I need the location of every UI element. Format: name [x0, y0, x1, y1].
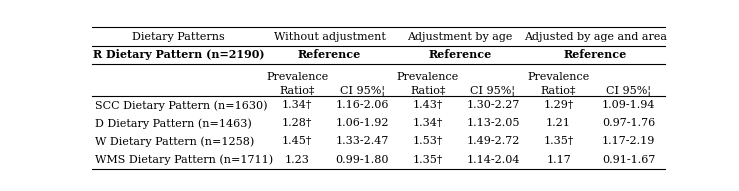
- Text: Without adjustment: Without adjustment: [273, 32, 386, 41]
- Text: Ratio‡: Ratio‡: [541, 86, 576, 96]
- Text: 1.16-2.06: 1.16-2.06: [336, 100, 389, 110]
- Text: SCC Dietary Pattern (n=1630): SCC Dietary Pattern (n=1630): [95, 100, 268, 111]
- Text: D Dietary Pattern (n=1463): D Dietary Pattern (n=1463): [95, 118, 251, 129]
- Text: Reference: Reference: [564, 49, 627, 60]
- Text: 1.06-1.92: 1.06-1.92: [336, 118, 389, 129]
- Text: Adjusted by age and area: Adjusted by age and area: [524, 32, 667, 41]
- Text: 1.34†: 1.34†: [412, 118, 443, 129]
- Text: W Dietary Pattern (n=1258): W Dietary Pattern (n=1258): [95, 136, 254, 147]
- Text: 0.99-1.80: 0.99-1.80: [336, 155, 389, 164]
- Text: R Dietary Pattern (n=2190): R Dietary Pattern (n=2190): [92, 49, 264, 60]
- Text: 1.14-2.04: 1.14-2.04: [466, 155, 520, 164]
- Text: Ratio‡: Ratio‡: [279, 86, 315, 96]
- Text: CI 95%¦: CI 95%¦: [606, 86, 651, 96]
- Text: 1.49-2.72: 1.49-2.72: [466, 137, 520, 146]
- Text: CI 95%¦: CI 95%¦: [471, 86, 516, 96]
- Text: Dietary Patterns: Dietary Patterns: [132, 32, 225, 41]
- Text: 1.53†: 1.53†: [412, 137, 443, 146]
- Text: 1.17-2.19: 1.17-2.19: [602, 137, 655, 146]
- Text: 1.34†: 1.34†: [282, 100, 313, 110]
- Text: 1.33-2.47: 1.33-2.47: [336, 137, 389, 146]
- Text: Prevalence: Prevalence: [528, 72, 590, 82]
- Text: Prevalence: Prevalence: [266, 72, 328, 82]
- Text: Prevalence: Prevalence: [397, 72, 459, 82]
- Text: Reference: Reference: [298, 49, 361, 60]
- Text: 0.97-1.76: 0.97-1.76: [602, 118, 655, 129]
- Text: 1.35†: 1.35†: [412, 155, 443, 164]
- Text: 1.30-2.27: 1.30-2.27: [466, 100, 520, 110]
- Text: WMS Dietary Pattern (n=1711): WMS Dietary Pattern (n=1711): [95, 154, 273, 165]
- Text: Adjustment by age: Adjustment by age: [407, 32, 513, 41]
- Text: 1.29†: 1.29†: [543, 100, 573, 110]
- Text: CI 95%¦: CI 95%¦: [340, 86, 385, 96]
- Text: Ratio‡: Ratio‡: [410, 86, 446, 96]
- Text: 1.28†: 1.28†: [282, 118, 313, 129]
- Text: 1.45†: 1.45†: [282, 137, 313, 146]
- Text: Reference: Reference: [429, 49, 491, 60]
- Text: 1.43†: 1.43†: [412, 100, 443, 110]
- Text: 1.17: 1.17: [546, 155, 571, 164]
- Text: 1.23: 1.23: [285, 155, 310, 164]
- Text: 1.21: 1.21: [546, 118, 571, 129]
- Text: 1.09-1.94: 1.09-1.94: [602, 100, 655, 110]
- Text: 1.35†: 1.35†: [543, 137, 573, 146]
- Text: 0.91-1.67: 0.91-1.67: [602, 155, 655, 164]
- Text: 1.13-2.05: 1.13-2.05: [466, 118, 520, 129]
